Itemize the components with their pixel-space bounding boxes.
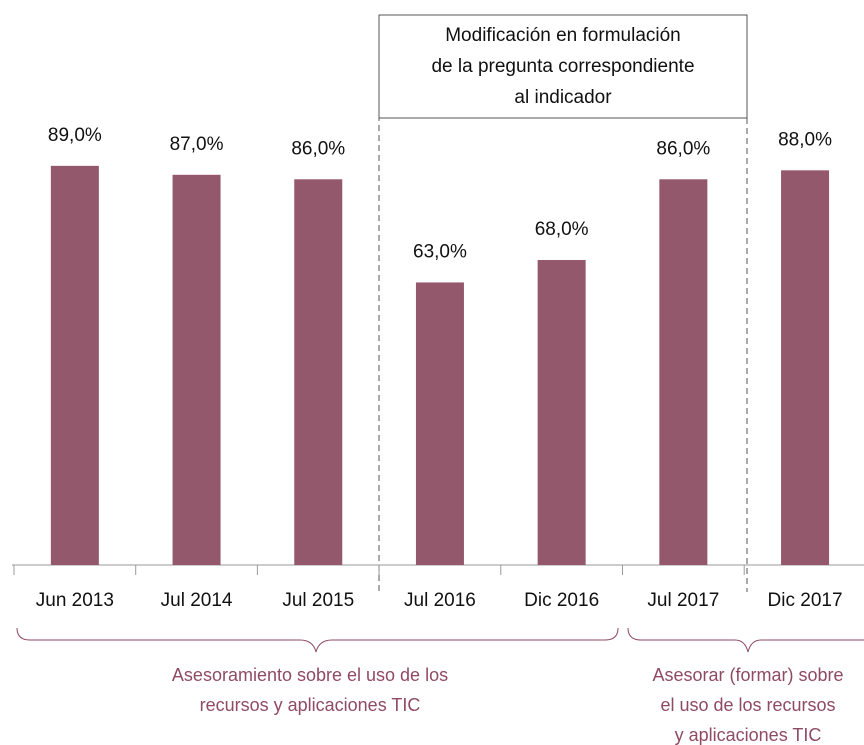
bar — [50, 165, 99, 565]
bar — [659, 179, 708, 566]
x-tick-label: Dic 2016 — [524, 590, 599, 611]
annotation-text: de la pregunta correspondiente — [431, 56, 694, 77]
value-label: 86,0% — [291, 138, 345, 159]
group-brace — [627, 627, 864, 653]
annotation-box — [378, 14, 748, 119]
bar — [294, 179, 343, 566]
bar — [415, 282, 464, 565]
group-brace — [16, 627, 619, 653]
value-label: 89,0% — [48, 125, 102, 146]
value-label: 87,0% — [170, 134, 224, 155]
value-label: 88,0% — [778, 129, 832, 150]
annotation-text: Modificación en formulación — [445, 25, 681, 46]
bar — [781, 170, 830, 565]
value-label: 68,0% — [535, 219, 589, 240]
x-tick-label: Jul 2017 — [647, 590, 719, 611]
group-label: y aplicaciones TIC — [675, 725, 822, 745]
group-label: el uso de los recursos — [660, 695, 835, 715]
bar — [172, 174, 221, 565]
x-tick-label: Dic 2017 — [768, 590, 843, 611]
value-label: 86,0% — [656, 138, 710, 159]
group-label: Asesorar (formar) sobre — [652, 665, 843, 685]
annotation-text: al indicador — [514, 87, 612, 108]
group-label: recursos y aplicaciones TIC — [200, 695, 421, 715]
x-tick-label: Jun 2013 — [36, 590, 114, 611]
x-tick-label: Jul 2016 — [404, 590, 476, 611]
x-tick-label: Jul 2014 — [161, 590, 233, 611]
value-label: 63,0% — [413, 241, 467, 262]
group-label: Asesoramiento sobre el uso de los — [172, 665, 448, 685]
bar — [537, 260, 586, 565]
x-tick-label: Jul 2015 — [282, 590, 354, 611]
